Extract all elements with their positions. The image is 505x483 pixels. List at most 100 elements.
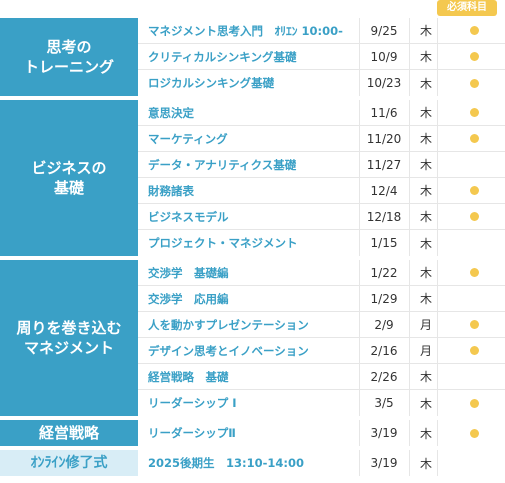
course-weekday: 木	[419, 50, 432, 64]
required-cell	[443, 398, 505, 408]
course-title: 交渉学 応用編	[148, 291, 229, 306]
course-date: 2/9	[374, 317, 394, 332]
required-dot-icon	[469, 320, 479, 329]
course-row: 経営戦略 基礎 2/26 木	[138, 364, 505, 390]
course-row: デザイン思考とイノベーション 2/16 月	[138, 338, 505, 364]
course-weekday: 木	[419, 292, 432, 306]
course-date: 3/19	[370, 456, 398, 470]
course-weekday: 月	[419, 344, 432, 358]
course-weekday: 木	[419, 426, 432, 441]
column-divider	[437, 18, 438, 96]
course-weekday: 木	[419, 370, 432, 384]
course-title: 意思決定	[148, 105, 194, 120]
course-weekday: 木	[419, 106, 432, 120]
course-row: 人を動かすプレゼンテーション 2/9 月	[138, 312, 505, 338]
course-date: 10/9	[370, 49, 398, 64]
course-date: 3/5	[374, 396, 394, 410]
required-dot-icon	[470, 160, 479, 169]
course-date: 2/16	[370, 343, 398, 358]
course-row: データ・アナリティクス基礎 11/27 木	[138, 152, 505, 178]
course-date: 3/19	[370, 426, 398, 440]
course-date: 1/22	[370, 265, 398, 280]
course-title: プロジェクト・マネジメント	[148, 236, 298, 250]
course-weekday: 木	[419, 158, 432, 172]
column-divider	[437, 450, 438, 476]
course-weekday: 木	[419, 210, 432, 224]
course-title: リーダーシップⅡ	[148, 426, 236, 440]
required-cell	[443, 320, 505, 329]
required-dot-icon	[469, 346, 479, 355]
course-row: リーダーシップⅡ 3/19 木	[138, 420, 505, 446]
required-dot-icon	[469, 398, 479, 408]
course-date: 10/23	[366, 76, 402, 90]
course-weekday: 月	[419, 318, 432, 332]
course-title: デザイン思考とイノベーション	[148, 343, 309, 358]
required-subject-header: 必須科目	[437, 0, 497, 16]
course-title: 2025後期生 13:10-14:00	[148, 456, 304, 470]
course-title: ロジカルシンキング基礎	[148, 76, 275, 90]
course-weekday: 木	[419, 236, 432, 251]
required-cell	[443, 212, 505, 221]
course-group: 思考の トレーニング マネジメント思考入門 ｵﾘｴﾝ 10:00- 9/25 木クリテ…	[0, 18, 505, 96]
required-dot-icon	[469, 78, 479, 88]
course-row: 交渉学 応用編 1/29 木	[138, 286, 505, 312]
group-label: 思考の トレーニング	[0, 18, 138, 96]
course-row: 2025後期生 13:10-14:00 3/19 木	[138, 450, 505, 476]
column-divider	[359, 450, 360, 476]
required-dot-icon	[469, 212, 479, 221]
column-divider	[359, 100, 360, 256]
required-dot-icon	[470, 459, 479, 468]
column-divider	[359, 260, 360, 416]
column-divider	[359, 18, 360, 96]
column-divider	[409, 260, 410, 416]
column-divider	[409, 450, 410, 476]
course-date: 11/6	[370, 105, 398, 120]
course-title: リーダーシップ Ⅰ	[148, 396, 237, 410]
group-label: 周りを巻き込む マネジメント	[0, 260, 138, 416]
course-row: ロジカルシンキング基礎 10/23 木	[138, 70, 505, 96]
column-divider	[409, 420, 410, 446]
required-cell	[443, 294, 505, 303]
course-date: 12/4	[370, 183, 398, 198]
required-cell	[443, 372, 505, 381]
required-cell	[443, 268, 505, 277]
course-weekday: 木	[419, 24, 432, 38]
required-cell	[443, 239, 505, 248]
schedule-table: 思考の トレーニング マネジメント思考入門 ｵﾘｴﾝ 10:00- 9/25 木クリテ…	[0, 18, 505, 480]
course-title: データ・アナリティクス基礎	[148, 157, 297, 172]
course-row: リーダーシップ Ⅰ 3/5 木	[138, 390, 505, 416]
course-title: ビジネスモデル	[148, 209, 229, 224]
required-cell	[443, 428, 505, 438]
course-row: マーケティング 11/20 木	[138, 126, 505, 152]
column-divider	[437, 100, 438, 256]
group-label: ｵﾝﾗｲﾝ修了式	[0, 450, 138, 476]
course-date: 11/27	[366, 157, 402, 172]
course-group: 経営戦略 リーダーシップⅡ 3/19 木	[0, 420, 505, 446]
required-dot-icon	[469, 428, 479, 438]
course-date: 9/25	[370, 23, 398, 38]
course-title: マネジメント思考入門 ｵﾘｴﾝ 10:00-	[148, 23, 343, 38]
required-dot-icon	[469, 52, 479, 61]
course-weekday: 木	[419, 132, 432, 146]
column-divider	[359, 420, 360, 446]
column-divider	[437, 420, 438, 446]
required-cell	[443, 52, 505, 61]
course-row: マネジメント思考入門 ｵﾘｴﾝ 10:00- 9/25 木	[138, 18, 505, 44]
course-group: ビジネスの 基礎 意思決定 11/6 木マーケティング 11/20 木データ・アナリティク…	[0, 100, 505, 256]
required-cell	[443, 108, 505, 117]
required-dot-icon	[469, 268, 479, 277]
course-group: ｵﾝﾗｲﾝ修了式 2025後期生 13:10-14:00 3/19 木	[0, 450, 505, 476]
required-cell	[443, 160, 505, 169]
course-group: 周りを巻き込む マネジメント 交渉学 基礎編 1/22 木交渉学 応用編 1/29 木人を…	[0, 260, 505, 416]
column-divider	[437, 260, 438, 416]
required-dot-icon	[469, 108, 479, 117]
course-weekday: 木	[419, 184, 432, 198]
course-weekday: 木	[419, 456, 432, 471]
course-title: 交渉学 基礎編	[148, 265, 229, 280]
course-title: 人を動かすプレゼンテーション	[148, 317, 309, 332]
course-row: 財務諸表 12/4 木	[138, 178, 505, 204]
required-cell	[443, 346, 505, 355]
course-row: プロジェクト・マネジメント 1/15 木	[138, 230, 505, 256]
course-weekday: 木	[419, 396, 432, 411]
column-divider	[409, 100, 410, 256]
